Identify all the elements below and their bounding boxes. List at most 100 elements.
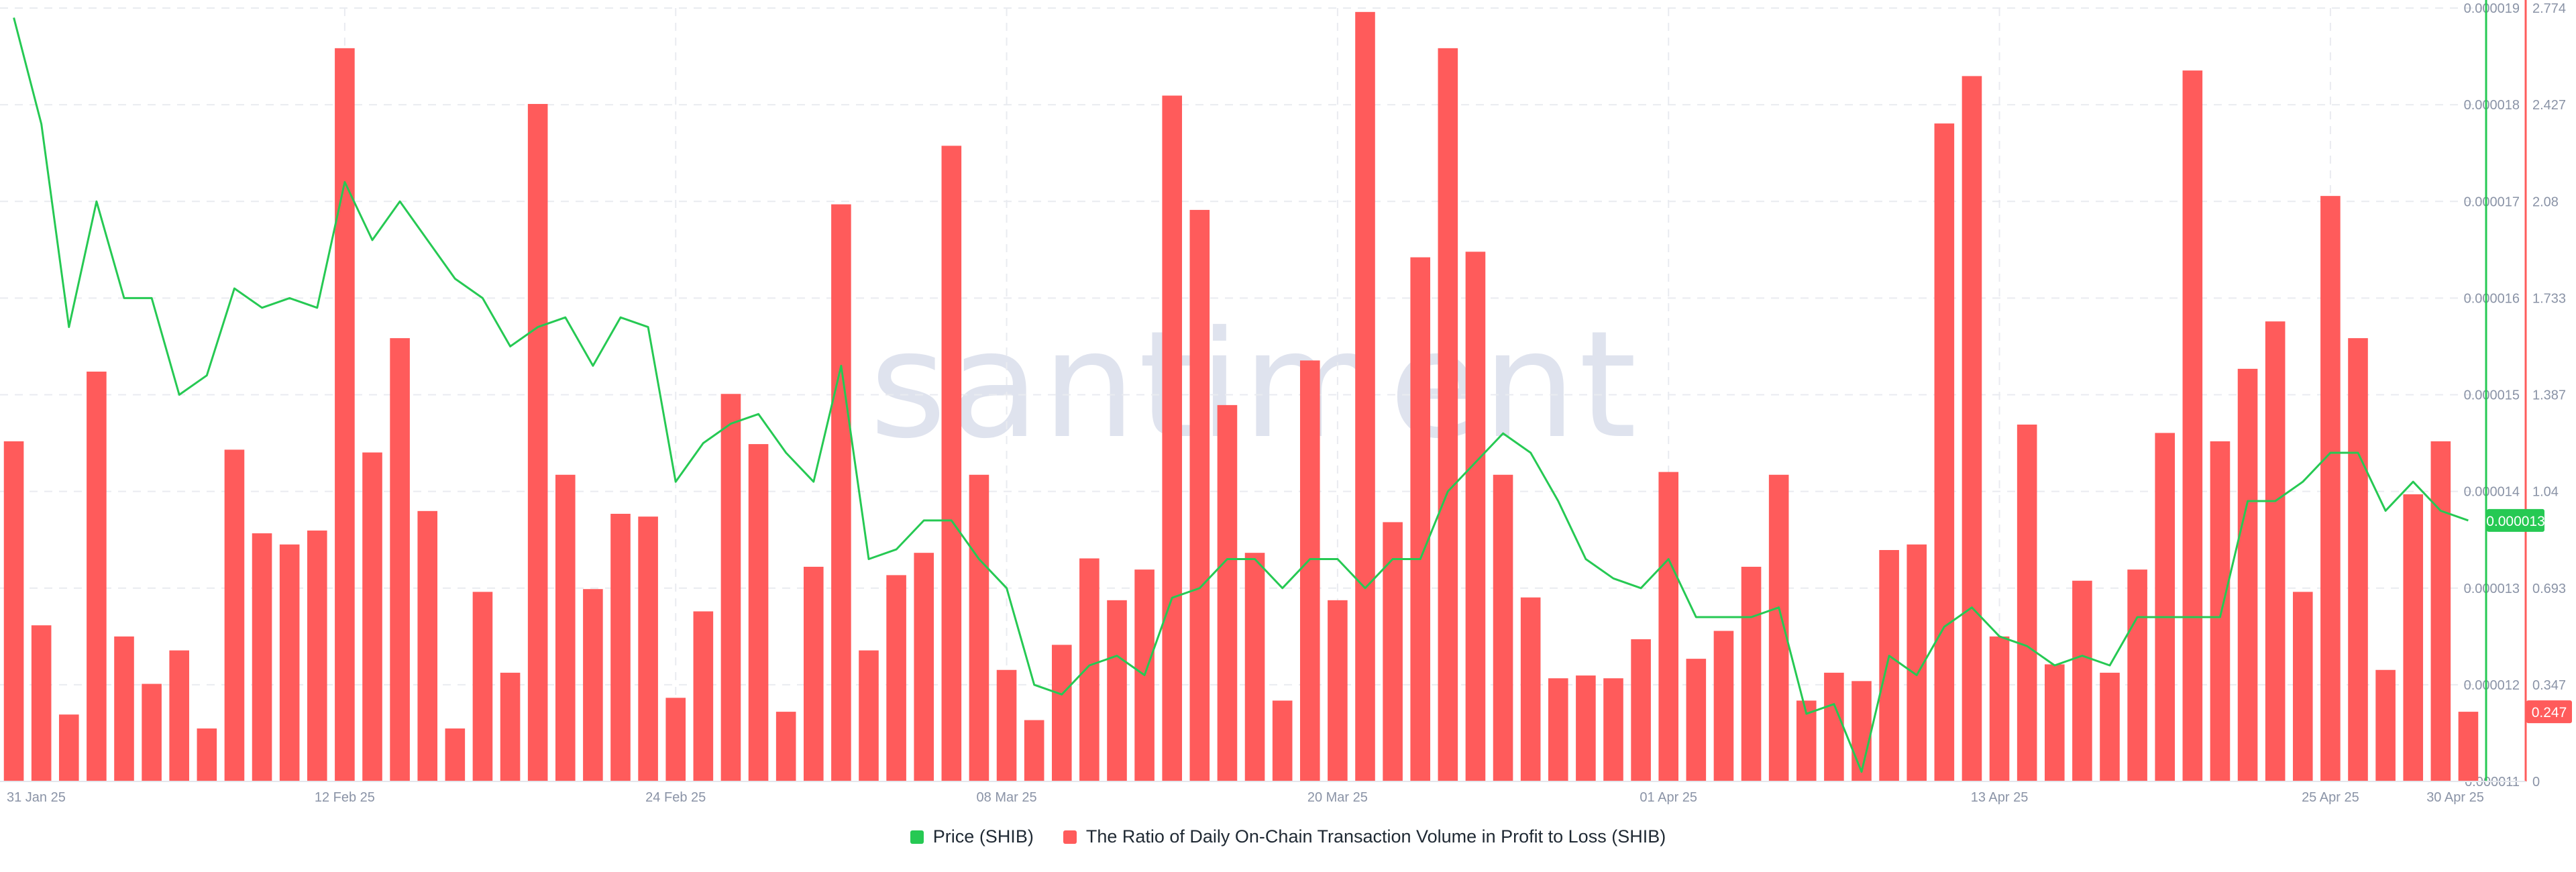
- ratio-bar: [1493, 474, 1513, 781]
- ratio-bar: [252, 533, 272, 781]
- ratio-axis-tick: 1.733: [2532, 291, 2566, 306]
- ratio-bar: [1548, 678, 1568, 781]
- ratio-bar: [1438, 48, 1458, 782]
- ratio-axis-tick: 0.347: [2532, 678, 2566, 693]
- legend-ratio-swatch: [1063, 830, 1077, 844]
- ratio-bar: [1024, 720, 1044, 781]
- ratio-bar: [665, 698, 686, 781]
- ratio-bar: [1658, 472, 1679, 781]
- ratio-bar: [390, 338, 410, 781]
- ratio-bar: [2072, 580, 2092, 781]
- ratio-bar: [1355, 11, 1375, 781]
- ratio-bar: [969, 474, 989, 781]
- price-line: [13, 17, 2469, 773]
- x-axis-tick: 31 Jan 25: [7, 790, 66, 805]
- ratio-bar: [1244, 553, 1265, 781]
- ratio-bar: [58, 714, 79, 781]
- ratio-bar: [1631, 639, 1651, 781]
- ratio-bar: [1576, 675, 1596, 781]
- legend-item-price[interactable]: Price (SHIB): [910, 826, 1034, 847]
- ratio-bar: [417, 510, 438, 781]
- ratio-bar: [2320, 196, 2341, 782]
- ratio-bar: [1603, 678, 1623, 781]
- ratio-bar: [445, 728, 466, 781]
- ratio-bar: [859, 650, 879, 781]
- ratio-bar: [1465, 252, 1486, 781]
- ratio-bar: [2210, 441, 2231, 781]
- ratio-bar: [1299, 360, 1320, 781]
- ratio-bar: [886, 575, 906, 781]
- ratio-bar: [1824, 672, 1844, 781]
- ratio-bar: [720, 394, 741, 781]
- watermark: santiment: [869, 299, 1640, 471]
- ratio-bar: [224, 449, 245, 781]
- ratio-axis-tick: 1.387: [2532, 388, 2566, 403]
- price-axis-tick: 0.000014: [2464, 485, 2520, 500]
- ratio-bar: [638, 516, 658, 781]
- ratio-bar: [831, 204, 851, 782]
- ratio-bar: [1768, 474, 1789, 781]
- ratio-bar: [1520, 597, 1541, 781]
- ratio-bar: [1079, 558, 1099, 781]
- ratio-bar: [31, 625, 52, 781]
- legend: Price (SHIB) The Ratio of Daily On-Chain…: [0, 826, 2576, 847]
- ratio-bar: [2044, 664, 2065, 781]
- price-axis-tick: 0.000012: [2464, 678, 2520, 693]
- price-current-badge: [2487, 508, 2544, 532]
- ratio-bar: [307, 530, 327, 781]
- ratio-axis-tick: 2.427: [2532, 98, 2566, 113]
- price-axis-tick: 0.000013: [2464, 582, 2520, 596]
- price-axis-tick: 0.000015: [2464, 388, 2520, 403]
- x-axis-tick: 08 Mar 25: [977, 790, 1037, 805]
- ratio-bar: [2155, 433, 2176, 781]
- ratio-axis-tick: 2.774: [2532, 1, 2566, 16]
- price-axis-tick: 0.000019: [2464, 1, 2520, 16]
- ratio-bar: [775, 712, 796, 781]
- legend-price-swatch: [910, 830, 924, 844]
- ratio-bar: [362, 452, 382, 781]
- ratio-bar: [2430, 441, 2451, 781]
- ratio-axis-tick: 0.693: [2532, 582, 2566, 596]
- ratio-current-badge: [2526, 700, 2572, 724]
- ratio-bar: [279, 544, 300, 781]
- ratio-bar: [142, 684, 162, 781]
- ratio-bar: [169, 650, 190, 781]
- ratio-bar: [555, 474, 576, 781]
- x-axis-tick: 20 Mar 25: [1307, 790, 1368, 805]
- ratio-bar: [527, 103, 548, 781]
- ratio-bar: [1383, 522, 1403, 781]
- x-axis-tick: 12 Feb 25: [315, 790, 375, 805]
- ratio-axis-tick: 0: [2532, 775, 2540, 789]
- ratio-bar: [1272, 700, 1293, 781]
- ratio-bar: [1107, 600, 1127, 781]
- ratio-bar: [2348, 338, 2368, 781]
- ratio-bar: [500, 672, 521, 781]
- ratio-bar: [197, 728, 217, 781]
- ratio-bar: [2017, 424, 2037, 781]
- ratio-bar: [583, 589, 603, 781]
- ratio-bar: [2127, 569, 2147, 781]
- ratio-bar: [1162, 95, 1183, 781]
- ratio-bar: [914, 553, 934, 781]
- ratio-bar: [1051, 645, 1072, 781]
- ratio-bar: [610, 513, 631, 781]
- price-axis-tick: 0.000017: [2464, 195, 2520, 209]
- ratio-bar: [3, 441, 24, 781]
- x-axis-tick: 01 Apr 25: [1640, 790, 1697, 805]
- ratio-bar: [2100, 672, 2120, 781]
- ratio-bar: [2292, 592, 2313, 781]
- ratio-bar: [1989, 636, 2010, 781]
- ratio-bar: [87, 372, 107, 781]
- legend-item-ratio[interactable]: The Ratio of Daily On-Chain Transaction …: [1063, 826, 1666, 847]
- ratio-bar: [1328, 600, 1348, 781]
- ratio-current-value: 0.247: [2532, 705, 2567, 720]
- legend-price-label: Price (SHIB): [932, 826, 1034, 847]
- ratio-bar: [748, 444, 769, 781]
- ratio-bar: [1741, 566, 1762, 781]
- price-axis-tick: 0.000018: [2464, 98, 2520, 113]
- ratio-bar: [941, 146, 962, 782]
- ratio-bar: [1962, 76, 1982, 781]
- ratio-axis-tick: 1.04: [2532, 485, 2559, 500]
- x-axis-tick: 13 Apr 25: [1971, 790, 2029, 805]
